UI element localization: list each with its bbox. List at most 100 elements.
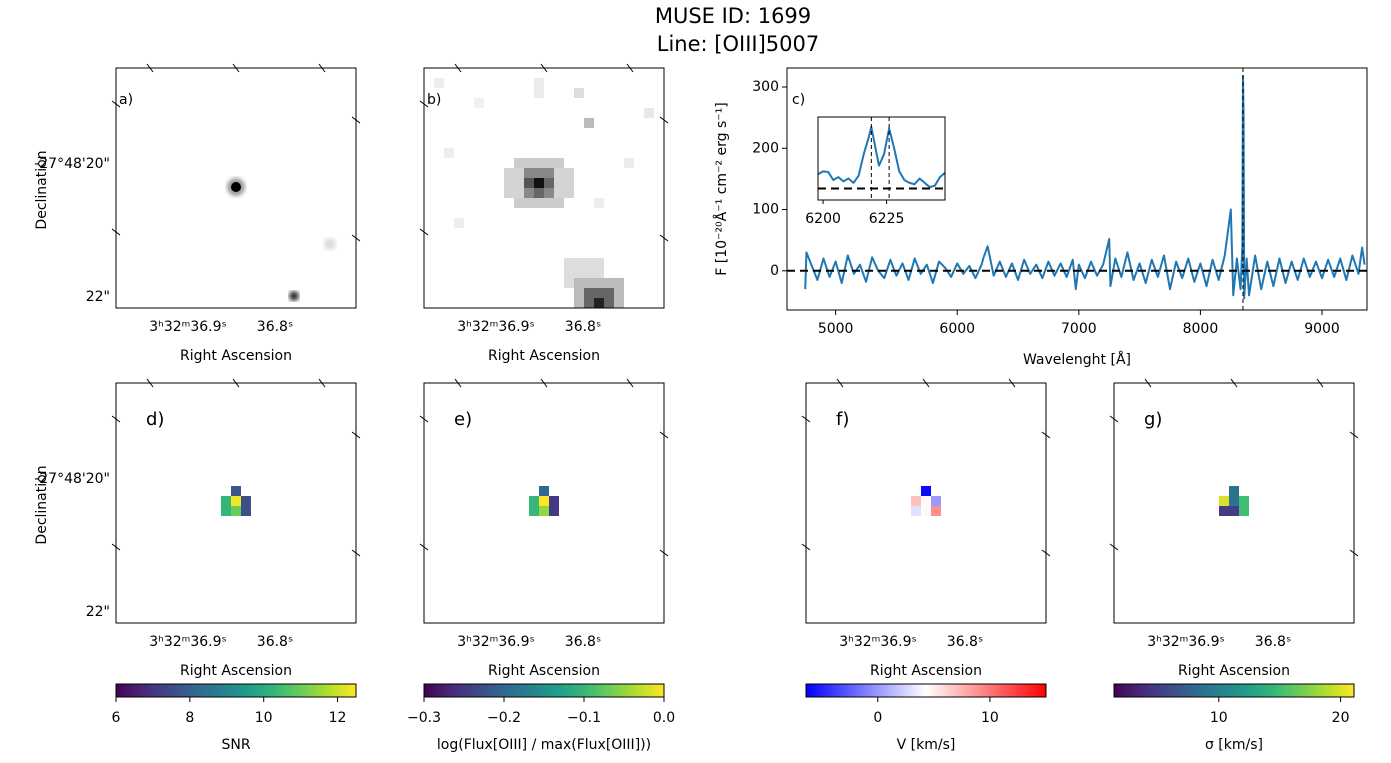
- wcs-tick: [111, 543, 121, 551]
- map-pixel: [921, 486, 931, 496]
- wcs-tick: [1008, 378, 1016, 388]
- x-tick-label: 3ʰ32ᵐ36.9ˢ: [149, 634, 227, 650]
- wcs-tick: [419, 100, 429, 108]
- wcs-tick: [836, 378, 844, 388]
- colorbar: [115, 683, 357, 698]
- x-tick-label: 36.8ˢ: [947, 634, 983, 650]
- wcs-tick: [1230, 378, 1238, 388]
- wcs-tick: [659, 234, 669, 242]
- colorbar-label: σ [km/s]: [1205, 737, 1263, 753]
- panel-label: e): [454, 409, 472, 430]
- inset-x-tick-label: 6200: [805, 211, 841, 227]
- colorbar-tick-label: −0.2: [487, 710, 521, 726]
- wcs-tick: [351, 234, 361, 242]
- wcs-tick: [801, 543, 811, 551]
- wcs-tick: [1109, 415, 1119, 423]
- wcs-tick: [318, 63, 326, 73]
- colorbar-tick-label: 20: [1332, 710, 1350, 726]
- figure-title: MUSE ID: 1699: [655, 4, 811, 28]
- map-pixel: [539, 496, 549, 506]
- map-pixel: [221, 506, 231, 516]
- colorbar: [1113, 683, 1355, 698]
- x-tick-label: 3ʰ32ᵐ36.9ˢ: [457, 319, 535, 335]
- x-axis-label: Right Ascension: [488, 663, 600, 679]
- colorbar-label: log(Flux[OIII] / max(Flux[OIII])): [437, 737, 651, 753]
- wcs-tick: [351, 549, 361, 557]
- wcs-tick: [351, 116, 361, 124]
- x-tick-label: 5000: [818, 321, 854, 337]
- wcs-tick: [659, 431, 669, 439]
- colorbar: [805, 683, 1047, 698]
- map-pixel: [231, 506, 241, 516]
- wcs-tick: [626, 378, 634, 388]
- colorbar-tick-label: 8: [185, 710, 194, 726]
- wcs-tick: [419, 543, 429, 551]
- y-tick-label: 22": [86, 289, 110, 305]
- axes-frame: [817, 116, 946, 201]
- x-tick-label: 36.8ˢ: [565, 634, 601, 650]
- x-tick-label: 36.8ˢ: [1255, 634, 1291, 650]
- y-tick-label: 22": [86, 604, 110, 620]
- wcs-tick: [659, 549, 669, 557]
- map-pixel: [921, 496, 931, 506]
- panel-label: c): [792, 92, 805, 108]
- wcs-tick: [318, 378, 326, 388]
- inset-x-tick-label: 6225: [869, 211, 905, 227]
- y-tick-label: 0: [770, 263, 779, 279]
- x-axis-label: Right Ascension: [1178, 663, 1290, 679]
- wcs-tick: [1349, 431, 1359, 439]
- wcs-tick: [540, 378, 548, 388]
- x-tick-label: 3ʰ32ᵐ36.9ˢ: [149, 319, 227, 335]
- panel-label: f): [836, 409, 849, 430]
- y-axis-label: F [10⁻²⁰Å⁻¹ cm⁻² erg s⁻¹]: [713, 102, 730, 275]
- wcs-tick: [659, 116, 669, 124]
- map-pixel: [921, 506, 931, 516]
- map-pixel: [1229, 486, 1239, 496]
- map-pixel: [1239, 496, 1249, 506]
- figure-subtitle: Line: [OIII]5007: [657, 32, 819, 56]
- map-pixel: [539, 506, 549, 516]
- wcs-tick: [1041, 549, 1051, 557]
- wcs-tick: [454, 63, 462, 73]
- x-axis-label: Right Ascension: [870, 663, 982, 679]
- wcs-tick: [1144, 378, 1152, 388]
- wcs-tick: [111, 415, 121, 423]
- colorbar-tick-label: 10: [1210, 710, 1228, 726]
- x-axis-label: Wavelenght [Å]: [1023, 351, 1131, 368]
- wcs-tick: [1349, 549, 1359, 557]
- wcs-tick: [232, 63, 240, 73]
- map-pixel: [241, 506, 251, 516]
- x-tick-label: 3ʰ32ᵐ36.9ˢ: [1147, 634, 1225, 650]
- image-b: [434, 78, 654, 308]
- wcs-tick: [454, 378, 462, 388]
- y-tick-label: -27°48'20": [34, 471, 110, 487]
- wcs-tick: [1109, 543, 1119, 551]
- x-tick-label: 7000: [1061, 321, 1097, 337]
- wcs-tick: [111, 100, 121, 108]
- wcs-tick: [146, 378, 154, 388]
- map-pixel: [931, 496, 941, 506]
- map-pixel: [911, 496, 921, 506]
- x-tick-label: 36.8ˢ: [257, 634, 293, 650]
- x-tick-label: 6000: [939, 321, 975, 337]
- map-pixel: [1219, 506, 1229, 516]
- wcs-tick: [146, 63, 154, 73]
- x-tick-label: 36.8ˢ: [257, 319, 293, 335]
- wcs-tick: [232, 378, 240, 388]
- colorbar-label: SNR: [221, 737, 250, 753]
- colorbar-tick-label: 6: [112, 710, 121, 726]
- colorbar: [423, 683, 665, 698]
- map-pixel: [549, 506, 559, 516]
- wcs-tick: [111, 228, 121, 236]
- colorbar-tick-label: −0.3: [407, 710, 441, 726]
- panel-label: b): [427, 92, 441, 108]
- axes-frame: [786, 67, 1368, 311]
- wcs-tick: [626, 63, 634, 73]
- map-pixel: [1219, 496, 1229, 506]
- colorbar-tick-label: 0.0: [653, 710, 675, 726]
- x-tick-label: 36.8ˢ: [565, 319, 601, 335]
- map-pixel: [1229, 496, 1239, 506]
- map-pixel: [529, 506, 539, 516]
- colorbar-tick-label: 10: [255, 710, 273, 726]
- map-pixel: [241, 496, 251, 506]
